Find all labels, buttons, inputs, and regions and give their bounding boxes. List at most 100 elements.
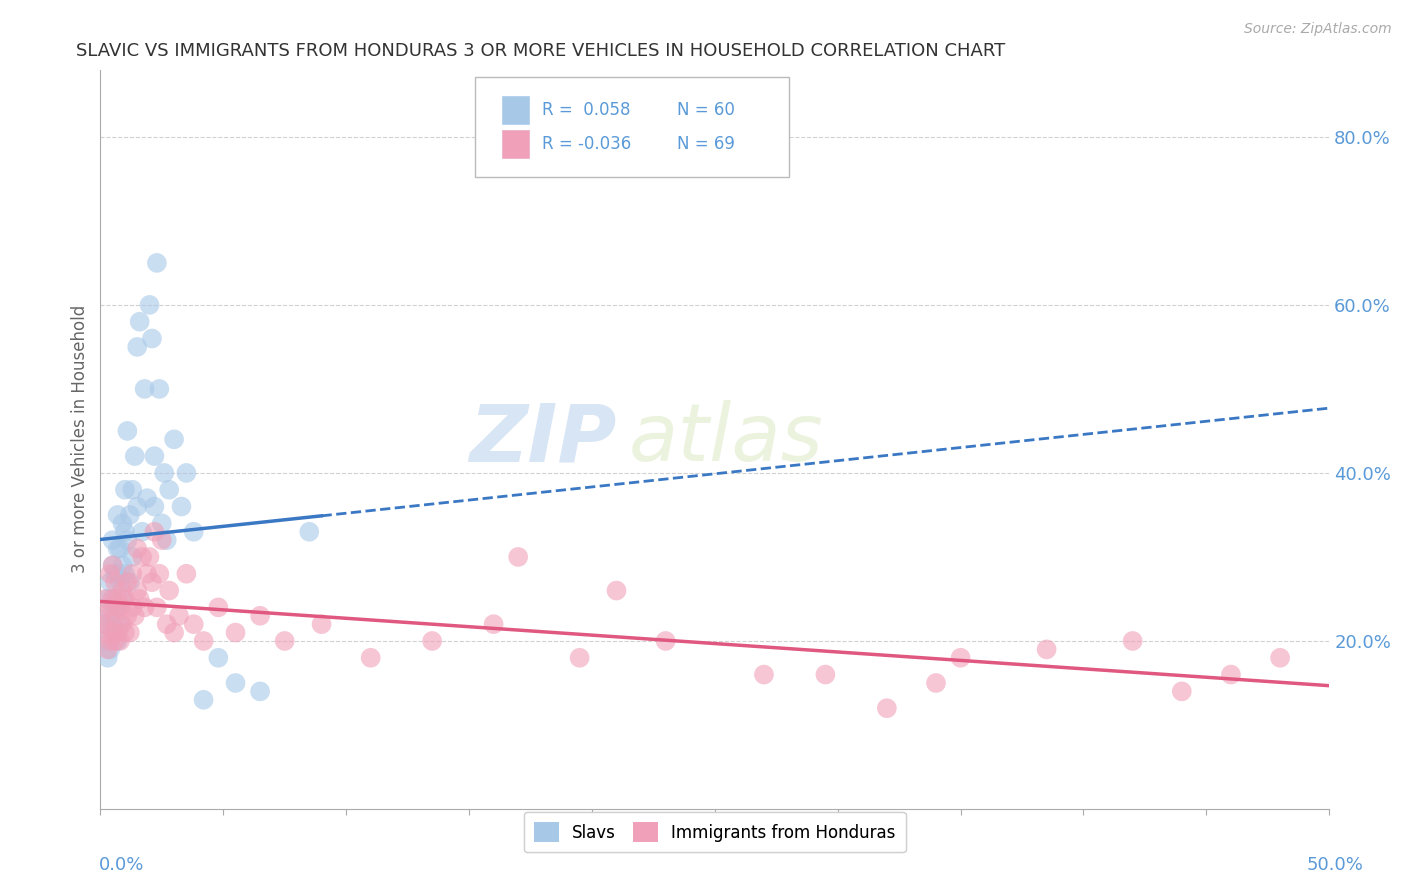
Point bbox=[128, 315, 150, 329]
Text: N = 69: N = 69 bbox=[676, 135, 734, 153]
Point bbox=[114, 566, 136, 581]
Point bbox=[91, 617, 114, 632]
Point bbox=[111, 516, 134, 531]
Point bbox=[104, 566, 127, 581]
Point bbox=[117, 575, 139, 590]
Point bbox=[117, 424, 139, 438]
Point bbox=[148, 382, 170, 396]
Point bbox=[104, 600, 127, 615]
Point bbox=[121, 483, 143, 497]
Point bbox=[97, 650, 120, 665]
Point bbox=[143, 449, 166, 463]
FancyBboxPatch shape bbox=[502, 95, 529, 124]
Text: ZIP: ZIP bbox=[470, 401, 616, 478]
Point bbox=[163, 625, 186, 640]
Point bbox=[98, 642, 121, 657]
Point bbox=[131, 549, 153, 564]
Point bbox=[124, 608, 146, 623]
Point bbox=[114, 591, 136, 606]
Point bbox=[360, 650, 382, 665]
Point bbox=[249, 608, 271, 623]
Text: R = -0.036: R = -0.036 bbox=[541, 135, 631, 153]
Point bbox=[101, 617, 124, 632]
Point bbox=[136, 491, 159, 505]
Point bbox=[94, 591, 117, 606]
Point bbox=[605, 583, 627, 598]
Point bbox=[150, 516, 173, 531]
Point bbox=[114, 625, 136, 640]
Point bbox=[97, 591, 120, 606]
Point bbox=[108, 617, 131, 632]
Point bbox=[138, 549, 160, 564]
Point bbox=[111, 591, 134, 606]
Point bbox=[1122, 634, 1144, 648]
Point bbox=[176, 566, 198, 581]
Point bbox=[654, 634, 676, 648]
Point bbox=[157, 583, 180, 598]
Point bbox=[118, 625, 141, 640]
Point bbox=[98, 566, 121, 581]
Point bbox=[146, 600, 169, 615]
Point bbox=[127, 500, 149, 514]
Point bbox=[101, 533, 124, 548]
Point bbox=[121, 549, 143, 564]
Point bbox=[94, 617, 117, 632]
Point bbox=[134, 382, 156, 396]
Point bbox=[104, 575, 127, 590]
Point bbox=[156, 533, 179, 548]
Point bbox=[117, 533, 139, 548]
Point bbox=[138, 298, 160, 312]
Point bbox=[153, 466, 176, 480]
Point bbox=[1268, 650, 1291, 665]
Point bbox=[108, 634, 131, 648]
Point bbox=[249, 684, 271, 698]
Point bbox=[568, 650, 591, 665]
Point bbox=[121, 600, 143, 615]
Point bbox=[114, 524, 136, 539]
Point bbox=[97, 642, 120, 657]
Point bbox=[101, 625, 124, 640]
Text: Source: ZipAtlas.com: Source: ZipAtlas.com bbox=[1244, 22, 1392, 37]
Text: R =  0.058: R = 0.058 bbox=[541, 101, 630, 119]
Point bbox=[127, 583, 149, 598]
Point bbox=[111, 617, 134, 632]
Point bbox=[170, 500, 193, 514]
Point bbox=[193, 693, 215, 707]
Point bbox=[98, 575, 121, 590]
Point bbox=[148, 566, 170, 581]
Point bbox=[108, 541, 131, 556]
FancyBboxPatch shape bbox=[502, 129, 529, 158]
Point bbox=[273, 634, 295, 648]
Point bbox=[94, 625, 117, 640]
Point bbox=[508, 549, 530, 564]
Point bbox=[167, 608, 190, 623]
Point bbox=[101, 591, 124, 606]
Point bbox=[97, 608, 120, 623]
Point bbox=[127, 340, 149, 354]
Point bbox=[107, 508, 129, 522]
Point bbox=[101, 591, 124, 606]
Point bbox=[104, 625, 127, 640]
Point bbox=[104, 634, 127, 648]
FancyBboxPatch shape bbox=[475, 77, 789, 177]
Point bbox=[752, 667, 775, 681]
Point bbox=[117, 608, 139, 623]
Point bbox=[128, 591, 150, 606]
Point bbox=[111, 558, 134, 573]
Point bbox=[207, 600, 229, 615]
Point bbox=[225, 676, 247, 690]
Point bbox=[141, 575, 163, 590]
Y-axis label: 3 or more Vehicles in Household: 3 or more Vehicles in Household bbox=[72, 305, 89, 574]
Point bbox=[146, 256, 169, 270]
Point bbox=[134, 600, 156, 615]
Point bbox=[104, 608, 127, 623]
Point bbox=[111, 583, 134, 598]
Point bbox=[225, 625, 247, 640]
Point bbox=[176, 466, 198, 480]
Point bbox=[143, 500, 166, 514]
Point bbox=[124, 449, 146, 463]
Point bbox=[131, 524, 153, 539]
Text: SLAVIC VS IMMIGRANTS FROM HONDURAS 3 OR MORE VEHICLES IN HOUSEHOLD CORRELATION C: SLAVIC VS IMMIGRANTS FROM HONDURAS 3 OR … bbox=[76, 42, 1005, 60]
Point bbox=[98, 634, 121, 648]
Legend: Slavs, Immigrants from Honduras: Slavs, Immigrants from Honduras bbox=[524, 812, 905, 853]
